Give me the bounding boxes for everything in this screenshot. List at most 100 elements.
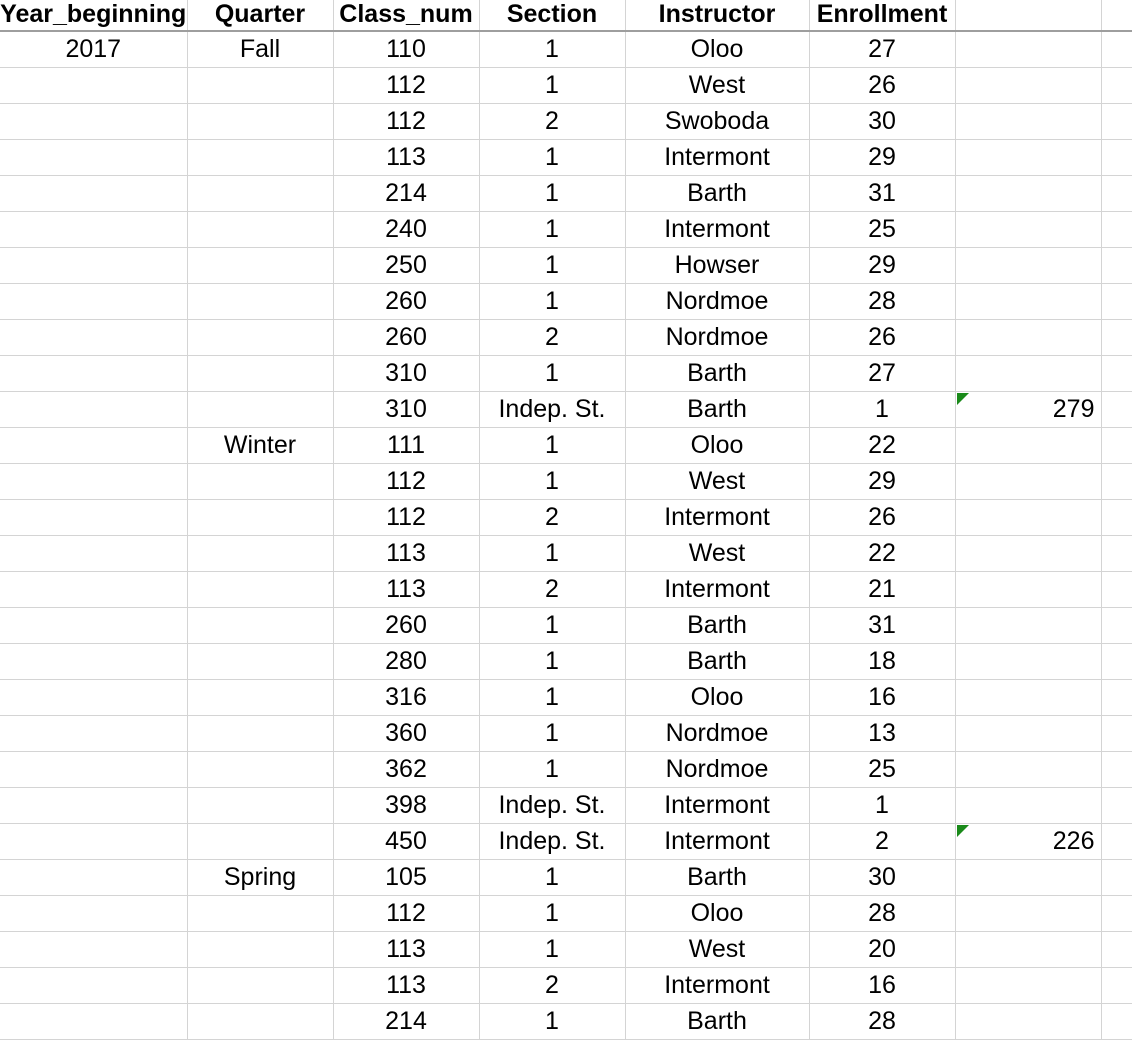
cell-year-beginning[interactable] xyxy=(0,283,188,320)
cell-year-beginning[interactable] xyxy=(0,931,188,968)
cell-class-num[interactable]: 111 xyxy=(333,427,480,464)
cell-class-num[interactable]: 310 xyxy=(333,355,480,392)
cell-quarter[interactable] xyxy=(187,463,334,500)
cell-section[interactable]: 1 xyxy=(479,859,626,896)
cell-empty[interactable] xyxy=(1101,499,1132,536)
cell-quarter-total[interactable] xyxy=(955,931,1102,968)
cell-section[interactable]: 2 xyxy=(479,571,626,608)
cell-quarter[interactable] xyxy=(187,67,334,104)
cell-enrollment[interactable]: 22 xyxy=(809,427,956,464)
cell-quarter-total[interactable] xyxy=(955,679,1102,716)
cell-empty[interactable] xyxy=(1101,751,1132,788)
cell-year-beginning[interactable] xyxy=(0,67,188,104)
cell-section[interactable]: 2 xyxy=(479,499,626,536)
cell-empty[interactable] xyxy=(1101,355,1132,392)
cell-instructor[interactable]: Intermont xyxy=(625,571,810,608)
cell-empty[interactable] xyxy=(1101,571,1132,608)
cell-quarter-total[interactable] xyxy=(955,211,1102,248)
cell-year-beginning[interactable] xyxy=(0,175,188,212)
cell-empty[interactable] xyxy=(1101,823,1132,860)
cell-year-beginning[interactable] xyxy=(0,607,188,644)
header-class-num[interactable]: Class_num xyxy=(333,0,480,32)
cell-quarter[interactable] xyxy=(187,355,334,392)
cell-quarter-total[interactable] xyxy=(955,895,1102,932)
cell-quarter[interactable] xyxy=(187,1003,334,1040)
cell-section[interactable]: 1 xyxy=(479,463,626,500)
cell-section[interactable]: 2 xyxy=(479,103,626,140)
cell-quarter-total[interactable] xyxy=(955,967,1102,1004)
cell-quarter-total[interactable]: 279 xyxy=(955,391,1102,428)
cell-section[interactable]: 1 xyxy=(479,31,626,68)
cell-quarter[interactable] xyxy=(187,571,334,608)
cell-quarter-total[interactable] xyxy=(955,499,1102,536)
cell-enrollment[interactable]: 25 xyxy=(809,211,956,248)
cell-class-num[interactable]: 112 xyxy=(333,103,480,140)
cell-empty[interactable] xyxy=(1101,715,1132,752)
cell-section[interactable]: 1 xyxy=(479,247,626,284)
cell-class-num[interactable]: 260 xyxy=(333,607,480,644)
cell-enrollment[interactable]: 1 xyxy=(809,391,956,428)
cell-instructor[interactable]: Nordmoe xyxy=(625,319,810,356)
cell-year-beginning[interactable] xyxy=(0,679,188,716)
cell-quarter[interactable] xyxy=(187,283,334,320)
cell-instructor[interactable]: Barth xyxy=(625,643,810,680)
cell-quarter-total[interactable]: 226 xyxy=(955,823,1102,860)
cell-enrollment[interactable]: 26 xyxy=(809,67,956,104)
cell-quarter-total[interactable] xyxy=(955,247,1102,284)
cell-empty[interactable] xyxy=(1101,643,1132,680)
cell-empty[interactable] xyxy=(1101,679,1132,716)
cell-quarter[interactable] xyxy=(187,175,334,212)
cell-class-num[interactable]: 105 xyxy=(333,859,480,896)
cell-empty[interactable] xyxy=(1101,1003,1132,1040)
cell-quarter[interactable] xyxy=(187,319,334,356)
header-quarter[interactable]: Quarter xyxy=(187,0,334,32)
header-year-beginning[interactable]: Year_beginning xyxy=(0,0,188,32)
cell-empty[interactable] xyxy=(1101,31,1132,68)
cell-class-num[interactable]: 110 xyxy=(333,31,480,68)
cell-quarter[interactable]: Spring xyxy=(187,859,334,896)
cell-quarter[interactable] xyxy=(187,751,334,788)
cell-year-beginning[interactable] xyxy=(0,499,188,536)
cell-empty[interactable] xyxy=(1101,319,1132,356)
cell-quarter[interactable] xyxy=(187,139,334,176)
cell-quarter-total[interactable] xyxy=(955,859,1102,896)
cell-class-num[interactable]: 398 xyxy=(333,787,480,824)
cell-instructor[interactable]: West xyxy=(625,931,810,968)
cell-quarter-total[interactable] xyxy=(955,31,1102,68)
cell-section[interactable]: 2 xyxy=(479,319,626,356)
cell-year-beginning[interactable] xyxy=(0,859,188,896)
cell-year-beginning[interactable] xyxy=(0,211,188,248)
cell-class-num[interactable]: 113 xyxy=(333,139,480,176)
cell-empty[interactable] xyxy=(1101,175,1132,212)
cell-empty[interactable] xyxy=(1101,139,1132,176)
cell-enrollment[interactable]: 30 xyxy=(809,103,956,140)
cell-quarter[interactable] xyxy=(187,607,334,644)
cell-enrollment[interactable]: 26 xyxy=(809,499,956,536)
cell-quarter[interactable] xyxy=(187,643,334,680)
cell-enrollment[interactable]: 30 xyxy=(809,859,956,896)
cell-instructor[interactable]: Nordmoe xyxy=(625,715,810,752)
cell-instructor[interactable]: Intermont xyxy=(625,787,810,824)
cell-enrollment[interactable]: 18 xyxy=(809,643,956,680)
cell-instructor[interactable]: Nordmoe xyxy=(625,751,810,788)
cell-year-beginning[interactable] xyxy=(0,355,188,392)
cell-section[interactable]: 1 xyxy=(479,211,626,248)
cell-quarter[interactable]: Winter xyxy=(187,427,334,464)
header-section[interactable]: Section xyxy=(479,0,626,32)
cell-instructor[interactable]: West xyxy=(625,463,810,500)
cell-year-beginning[interactable]: 2017 xyxy=(0,31,188,68)
cell-empty[interactable] xyxy=(1101,247,1132,284)
cell-year-beginning[interactable] xyxy=(0,967,188,1004)
cell-year-beginning[interactable] xyxy=(0,139,188,176)
cell-empty[interactable] xyxy=(1101,895,1132,932)
cell-instructor[interactable]: Intermont xyxy=(625,211,810,248)
cell-section[interactable]: Indep. St. xyxy=(479,391,626,428)
cell-enrollment[interactable]: 22 xyxy=(809,535,956,572)
cell-class-num[interactable]: 360 xyxy=(333,715,480,752)
cell-class-num[interactable]: 112 xyxy=(333,463,480,500)
cell-instructor[interactable]: Intermont xyxy=(625,967,810,1004)
cell-enrollment[interactable]: 29 xyxy=(809,463,956,500)
cell-empty[interactable] xyxy=(1101,103,1132,140)
cell-enrollment[interactable]: 31 xyxy=(809,607,956,644)
cell-quarter-total[interactable] xyxy=(955,463,1102,500)
